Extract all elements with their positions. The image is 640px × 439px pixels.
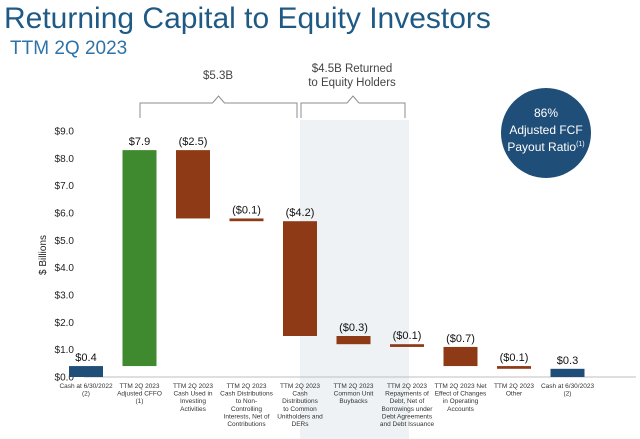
badge-footnote: (1) xyxy=(576,141,585,148)
brace-4-5b xyxy=(300,95,406,118)
x-tick-label: TTM 2Q 2023 Net Effect of Changes in Opera… xyxy=(434,383,487,413)
y-tick-label: $8.0 xyxy=(55,154,75,165)
bar xyxy=(122,150,157,367)
bar xyxy=(336,336,371,345)
y-tick-label: $1.0 xyxy=(55,345,75,356)
data-label: ($0.1) xyxy=(500,352,529,364)
page-title: Returning Capital to Equity Investors xyxy=(4,2,491,35)
data-label: $7.9 xyxy=(129,136,150,148)
data-label: ($0.3) xyxy=(339,322,368,334)
badge-line2: Adjusted FCF xyxy=(509,123,582,137)
y-tick-label: $4.0 xyxy=(55,263,75,274)
x-tick-label: TTM 2Q 2023 Adjusted CFFO (1) xyxy=(117,383,162,405)
x-tick-label: TTM 2Q 2023 Cash Distributions to Common Uni… xyxy=(277,383,323,428)
brace-label-4-5b-line1: $4.5B Returned xyxy=(312,63,393,75)
x-tick-label: TTM 2Q 2023 Other xyxy=(494,383,534,398)
brace-label-4-5b-line2: to Equity Holders xyxy=(308,77,396,89)
payout-ratio-badge xyxy=(501,88,591,178)
bar xyxy=(390,344,424,347)
bar xyxy=(550,368,585,377)
y-tick-label: $0.0 xyxy=(55,373,75,384)
badge-line3-text: Payout Ratio xyxy=(507,140,576,154)
x-tick-label: Cash at 6/30/2023 (2) xyxy=(541,383,595,398)
equity-holders-shaded-region xyxy=(300,120,409,439)
data-label: ($4.2) xyxy=(286,207,315,219)
data-label: ($0.1) xyxy=(232,204,261,216)
y-tick-label: $2.0 xyxy=(55,318,75,329)
brace-label-5-3b: $5.3B xyxy=(203,70,233,82)
data-label: ($0.1) xyxy=(393,330,422,342)
data-label: ($0.7) xyxy=(446,333,475,345)
page-subtitle: TTM 2Q 2023 xyxy=(10,38,128,59)
y-tick-label: $5.0 xyxy=(55,236,75,247)
x-tick-label: TTM 2Q 2023 Common Unit Buybacks xyxy=(333,383,373,405)
badge-percent: 86% xyxy=(534,106,558,120)
y-tick-label: $9.0 xyxy=(55,127,75,138)
bar xyxy=(443,346,478,367)
bar xyxy=(176,150,210,219)
bar xyxy=(283,221,317,336)
x-tick-label: TTM 2Q 2023 Cash Distributions to Non-Cont… xyxy=(220,383,273,428)
x-tick-label: TTM 2Q 2023 Repayments of Debt, Net of Borr… xyxy=(380,383,435,428)
x-tick-label: TTM 2Q 2023 Cash Used in Investing Activiti… xyxy=(173,383,213,413)
badge-line3: Payout Ratio(1) xyxy=(507,140,584,154)
y-axis-label: $ Billions xyxy=(38,235,49,275)
data-label: ($2.5) xyxy=(179,136,208,148)
brace-5-3b xyxy=(139,95,298,118)
data-label: $0.3 xyxy=(557,355,578,367)
y-tick-label: $7.0 xyxy=(55,181,75,192)
bar xyxy=(229,218,264,222)
y-tick-label: $6.0 xyxy=(55,209,75,220)
bar xyxy=(69,366,103,377)
x-tick-label: Cash at 6/30/2022 (2) xyxy=(59,383,113,398)
data-label: $0.4 xyxy=(75,352,96,364)
y-tick-label: $3.0 xyxy=(55,291,75,302)
bar xyxy=(497,366,531,369)
